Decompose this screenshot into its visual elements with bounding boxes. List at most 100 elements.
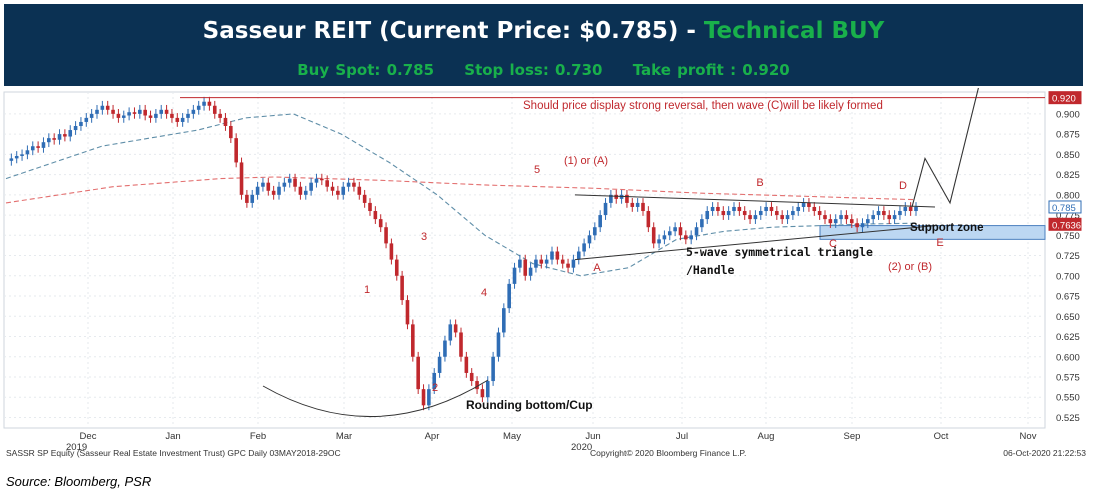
- candle-body: [368, 202, 372, 212]
- moving-average-2: [5, 113, 917, 277]
- candle-body: [352, 182, 356, 187]
- candle-body: [320, 178, 324, 181]
- candle-body: [84, 117, 89, 122]
- wave-label: C: [829, 238, 837, 250]
- candle-body: [502, 308, 506, 333]
- candle-body: [239, 162, 244, 195]
- candle-body: [518, 259, 522, 268]
- y-tick-label: 0.700: [1056, 271, 1080, 282]
- candle-body: [732, 206, 736, 212]
- candle-body: [721, 211, 726, 216]
- candle-body: [807, 202, 811, 207]
- candle-body: [882, 211, 886, 216]
- candle-body: [330, 186, 335, 191]
- candle-body: [346, 182, 351, 187]
- candle-body: [36, 146, 40, 148]
- wave-label: B: [756, 177, 763, 189]
- candle-body: [528, 267, 533, 276]
- source-note: Source: Bloomberg, PSR: [6, 474, 152, 489]
- candle-body: [571, 259, 576, 268]
- candle-body: [635, 202, 640, 207]
- grid: [3, 91, 1046, 429]
- candle-body: [657, 239, 661, 244]
- candle-body: [25, 150, 30, 155]
- moving-averages: [5, 113, 917, 277]
- candle-body: [229, 126, 233, 139]
- candle-body: [212, 105, 217, 114]
- rounding-bottom-arc: [262, 379, 489, 417]
- candle-body: [105, 105, 110, 110]
- candle-body: [539, 259, 544, 264]
- candle-body: [823, 215, 827, 220]
- wave-label: E: [936, 237, 943, 249]
- x-tick-label: May: [503, 431, 521, 442]
- candle-body: [175, 117, 180, 122]
- candle-body: [336, 190, 340, 195]
- candle-body: [876, 211, 881, 216]
- projection-path: [911, 88, 979, 208]
- candle-body: [587, 235, 592, 244]
- candle-body: [432, 372, 437, 390]
- candle-body: [667, 231, 672, 236]
- y-tick-label: 0.725: [1056, 251, 1080, 262]
- wave-label: 2: [432, 382, 438, 394]
- annotation-text: 5-wave symmetrical triangle: [686, 245, 873, 259]
- candle-body: [234, 138, 238, 163]
- candle-body: [164, 109, 169, 114]
- x-tick-label: Aug: [758, 431, 775, 442]
- annotations: 1 2 3 4 5 (1) or (A) A B C D E (2) or (B) Should pri…: [364, 100, 984, 412]
- annotation-text: Should price display strong reversal, th…: [523, 100, 883, 112]
- wave-label: 5: [534, 164, 540, 176]
- candle-body: [89, 113, 94, 118]
- candle-body: [362, 194, 367, 203]
- y-tick-label: 0.575: [1056, 372, 1080, 383]
- candle-body: [726, 211, 731, 216]
- candle-body: [132, 112, 137, 114]
- wave-label: 4: [481, 287, 487, 299]
- y-tick-label: 0.550: [1056, 393, 1080, 404]
- candle-body: [593, 227, 597, 236]
- y-tick-label: 0.900: [1056, 109, 1080, 120]
- candle-body: [384, 227, 388, 244]
- y-tick-label: 0.750: [1056, 231, 1080, 242]
- candle-body: [95, 109, 99, 114]
- candle-body: [250, 194, 255, 203]
- candle-body: [871, 215, 875, 220]
- candle-body: [903, 206, 908, 212]
- candle-body: [860, 223, 865, 228]
- candle-body: [801, 202, 806, 207]
- candle-body: [833, 219, 838, 224]
- candle-body: [41, 142, 46, 148]
- candle-body: [443, 340, 447, 357]
- price-tag-label: 0.920: [1052, 94, 1076, 105]
- candle-body: [400, 275, 404, 301]
- candle-body: [411, 324, 415, 357]
- candle-body: [293, 178, 297, 187]
- candle-body: [469, 372, 474, 382]
- candle-body: [705, 211, 710, 220]
- candle-body: [255, 186, 260, 195]
- candle-body: [796, 206, 801, 212]
- y-tick-label: 0.875: [1056, 130, 1080, 141]
- price-tag-box: [1048, 200, 1082, 214]
- candle-body: [207, 101, 212, 106]
- candle-body: [394, 259, 399, 276]
- candle-body: [866, 219, 870, 224]
- candle-body: [828, 219, 833, 224]
- candle-body: [748, 215, 752, 220]
- candle-body: [737, 206, 742, 212]
- x-tick-label: Apr: [425, 431, 440, 442]
- y-tick-label: 0.800: [1056, 190, 1080, 201]
- y-tick-label: 0.825: [1056, 170, 1080, 181]
- y-tick-label: 0.625: [1056, 332, 1080, 343]
- candle-body: [646, 211, 651, 228]
- candle-body: [303, 190, 308, 195]
- candle-body: [448, 324, 453, 341]
- x-tick-label: Sep: [844, 431, 861, 442]
- candle-body: [68, 130, 73, 137]
- candle-body: [609, 194, 613, 203]
- candle-body: [758, 211, 763, 216]
- candle-body: [52, 138, 56, 140]
- candle-body: [812, 206, 817, 212]
- candle-body: [480, 389, 485, 398]
